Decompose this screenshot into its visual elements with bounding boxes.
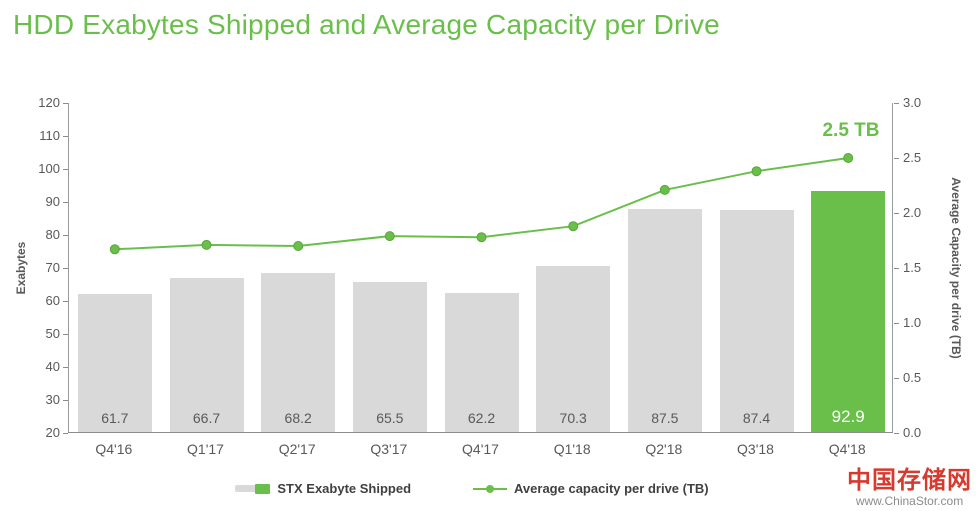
chart-title: HDD Exabytes Shipped and Average Capacit…	[13, 9, 720, 40]
bar-Q4'16: 61.7	[77, 294, 152, 432]
bar-value-label: 65.5	[376, 410, 404, 426]
legend-item-line: Average capacity per drive (TB)	[473, 481, 709, 496]
legend-item-bars: STX Exabyte Shipped	[235, 481, 411, 496]
right-tick-label: 1.0	[903, 315, 922, 330]
x-axis-label-Q1'18: Q1'18	[553, 441, 591, 457]
bar-value-label: 87.5	[651, 410, 679, 426]
legend-label-bars: STX Exabyte Shipped	[277, 481, 412, 496]
bar-Q1'18: 70.3	[536, 266, 611, 432]
line-point-Q3'17	[384, 231, 395, 242]
right-tick-label: 0.5	[903, 370, 922, 385]
legend-label-line: Average capacity per drive (TB)	[514, 481, 709, 496]
bar-value-label: 68.2	[284, 410, 312, 426]
line-point-Q1'17	[201, 239, 212, 250]
x-axis-label-Q4'16: Q4'16	[95, 441, 133, 457]
bar-value-label: 70.3	[559, 410, 587, 426]
x-axis-label-Q4'17: Q4'17	[462, 441, 499, 457]
line-point-Q1'18	[568, 221, 579, 232]
left-tick-label: 20	[45, 425, 60, 440]
right-tick-label: 0.0	[903, 425, 922, 440]
right-tick-label: 2.0	[903, 205, 922, 220]
bar-value-label: 87.4	[742, 410, 771, 426]
line-swatch-icon	[473, 484, 508, 494]
gray-bar-swatch-icon	[235, 485, 256, 492]
line-point-Q4'17	[476, 232, 487, 243]
watermark: 中国存储网 www.ChinaStor.com	[847, 467, 972, 509]
bar-Q3'17: 65.5	[352, 281, 427, 432]
watermark-url: www.ChinaStor.com	[855, 494, 964, 508]
left-tick-label: 40	[45, 359, 60, 374]
bar-Q3'18: 87.4	[719, 209, 794, 432]
bar-value-label: 92.9	[831, 407, 865, 426]
left-tick-label: 120	[38, 95, 60, 110]
left-tick-label: 50	[45, 326, 60, 341]
left-tick-label: 30	[45, 392, 60, 407]
left-tick-label: 70	[45, 260, 60, 275]
x-axis-label-Q4'18: Q4'18	[828, 441, 866, 457]
left-tick-label: 80	[45, 227, 60, 242]
bar-value-label: 61.7	[101, 410, 129, 426]
x-axis-label-Q3'18: Q3'18	[737, 441, 774, 457]
bar-value-label: 62.2	[467, 410, 496, 426]
line-point-Q4'16	[109, 244, 120, 255]
green-bar-swatch-icon	[255, 483, 271, 494]
legend: STX Exabyte Shipped Average capacity per…	[0, 481, 944, 496]
line-point-Q3'18	[751, 166, 762, 177]
bar-swatch-icon	[235, 483, 271, 494]
right-axis-title: Average Capacity per drive (TB)	[949, 177, 963, 359]
watermark-site-name: 中国存储网	[847, 467, 972, 494]
x-axis-label-Q2'18: Q2'18	[645, 441, 683, 457]
x-axis-label-Q3'17: Q3'17	[370, 441, 408, 457]
bar-value-label: 66.7	[192, 410, 221, 426]
right-tick-label: 1.5	[903, 260, 922, 275]
left-tick-label: 90	[45, 194, 60, 209]
bar-Q4'17: 62.2	[444, 292, 519, 432]
bar-Q2'18: 87.5	[627, 209, 702, 432]
bar-Q1'17: 66.7	[169, 277, 244, 432]
bar-Q4'18: 92.9	[811, 191, 886, 432]
right-tick-label: 2.5	[903, 150, 922, 165]
right-tick-label: 3.0	[903, 95, 922, 110]
left-tick-label: 110	[39, 128, 60, 143]
line-point-Q2'18	[659, 184, 670, 195]
x-axis-label-Q1'17: Q1'17	[187, 441, 224, 457]
x-axis-label-Q2'17: Q2'17	[278, 441, 316, 457]
plot-area: 61.7 66.7 68.2 65.5 62.2 70.3 87.5 87.4 92.9	[68, 103, 893, 433]
capacity-line	[109, 153, 854, 255]
left-tick-label: 60	[45, 293, 60, 308]
bar-Q2'17: 68.2	[261, 272, 336, 432]
line-point-Q4'18	[843, 153, 854, 163]
line-point-Q2'17	[293, 241, 304, 251]
left-tick-label: 100	[38, 161, 60, 176]
line-annotation: 2.5 TB	[822, 120, 880, 141]
